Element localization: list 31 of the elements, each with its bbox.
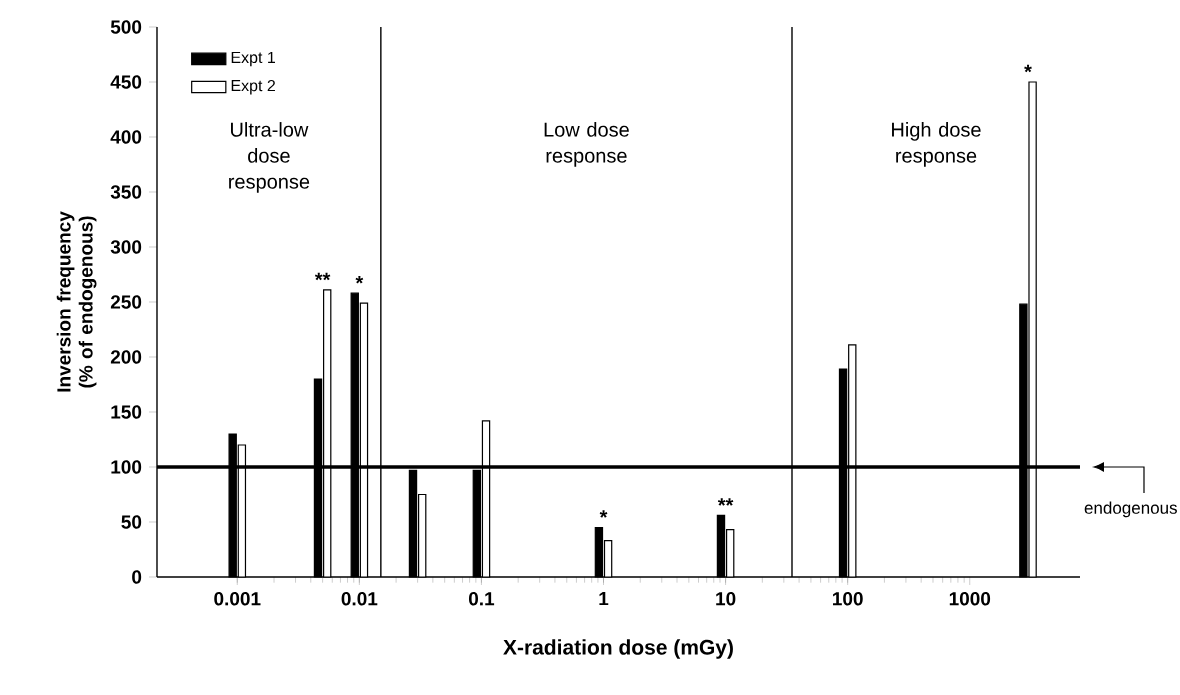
y-tick-label: 200 — [110, 350, 142, 364]
x-axis-title: X-radiation dose (mGy) — [503, 639, 733, 659]
annotation: High dose response — [892, 122, 981, 167]
y-tick-label: 400 — [110, 130, 142, 144]
x-tick-label: 0.01 — [341, 592, 378, 606]
y-tick-label: 500 — [110, 20, 142, 34]
y-tick-label: 450 — [110, 75, 142, 89]
y-tick-label: 50 — [121, 515, 142, 529]
annotation: * — [599, 510, 608, 518]
y-tick-label: 350 — [110, 185, 142, 199]
annotation: ** — [314, 272, 331, 281]
x-tick-label: 0.001 — [214, 592, 261, 606]
annotation: ** — [717, 498, 734, 506]
y-tick-label: 0 — [132, 570, 142, 584]
annotation: Low dose response — [544, 122, 629, 167]
ref-line-label: endogenous — [1084, 501, 1177, 518]
y-tick-label: 300 — [110, 240, 142, 254]
annotation: * — [1024, 64, 1032, 73]
x-tick-label: 10 — [716, 592, 736, 606]
x-tick-label: 1 — [599, 592, 609, 606]
y-axis-title: Inversion frequency (% of endogenous) — [56, 211, 97, 392]
y-tick-label: 100 — [111, 460, 142, 474]
legend-label: Expt 2 — [231, 79, 275, 95]
y-tick-label: 250 — [110, 295, 142, 309]
annotation: Ultra-low dose response — [229, 122, 310, 193]
y-tick-label: 150 — [111, 405, 142, 419]
x-tick-label: 100 — [833, 592, 863, 606]
annotation: * — [355, 276, 364, 284]
legend-label: Expt 1 — [231, 51, 275, 67]
x-tick-label: 1000 — [949, 592, 991, 606]
x-tick-label: 0.1 — [468, 592, 495, 606]
